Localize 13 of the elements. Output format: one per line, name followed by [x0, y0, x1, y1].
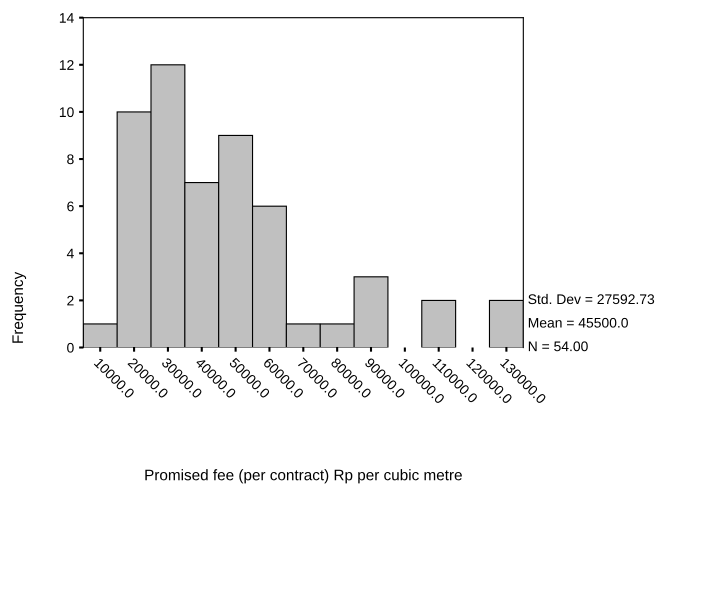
y-tick-label: 12 — [60, 60, 74, 70]
y-tick-label: 6 — [67, 201, 74, 212]
y-tick-label: 8 — [67, 154, 74, 164]
text: Std. Dev = 27592.73 — [528, 294, 654, 304]
y-tick-label: 2 — [67, 296, 74, 306]
y-tick-label: 10 — [60, 107, 74, 118]
text: N = 54.00 — [528, 341, 588, 352]
y-tick-label: 4 — [66, 248, 74, 258]
y-axis-title: Frequency — [12, 272, 26, 343]
text: Mean = 45500.0 — [528, 318, 628, 328]
x-axis-title: Promised fee (per contract) Rp per cubic metre — [145, 469, 462, 484]
y-tick-label: 0 — [67, 342, 74, 353]
y-tick-label: 14 — [60, 13, 74, 23]
